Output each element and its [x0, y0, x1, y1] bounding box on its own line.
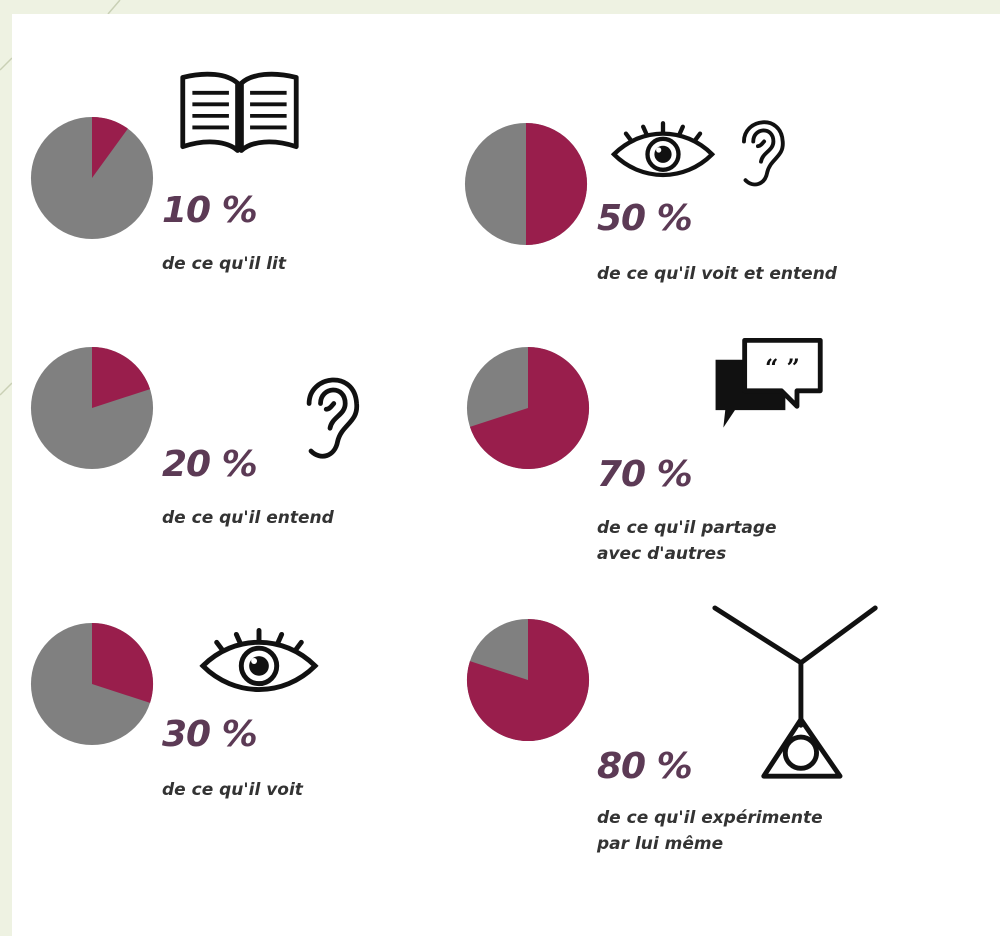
caption-line: de ce qu'il expérimente	[597, 808, 823, 828]
caption-line: par lui même	[597, 833, 724, 854]
caption: de ce qu'il voit et entend	[597, 262, 837, 288]
pie-slice-remembered	[469, 346, 590, 470]
pie-slice-rest	[30, 116, 154, 240]
ear-icon	[306, 377, 359, 459]
pie-chart	[30, 622, 154, 746]
percent-label: 70 %	[597, 454, 693, 495]
eye-icon	[199, 628, 319, 693]
pie-chart	[466, 346, 590, 470]
pie-slice-remembered	[466, 618, 590, 742]
speech-bubble-icon: “ ”	[715, 337, 823, 428]
caption-line: de ce qu'il lit	[162, 254, 286, 274]
book-icon	[180, 71, 299, 153]
percent-label: 20 %	[162, 444, 258, 485]
infographic-panel: 10 % de ce qu'il lit 20 % de ce qu'il en…	[12, 14, 1000, 936]
caption-line: de ce qu'il voit	[162, 780, 303, 800]
pie-chart	[464, 122, 588, 246]
caption: de ce qu'il partage avec d'autres	[597, 516, 777, 567]
caption-line: de ce qu'il voit et entend	[597, 264, 837, 284]
pie-slice-remembered	[92, 116, 128, 178]
pie-slice-remembered	[526, 122, 588, 246]
caption-line: de ce qu'il partage	[597, 518, 777, 538]
percent-label: 10 %	[162, 190, 258, 231]
pie-slice-remembered	[92, 622, 154, 703]
pie-slice-remembered	[92, 346, 151, 408]
caption-line: de ce qu'il entend	[162, 508, 334, 528]
svg-text:“ ”: “ ”	[765, 354, 800, 381]
percent-label: 80 %	[597, 746, 693, 787]
pie-chart	[30, 346, 154, 470]
caption: de ce qu'il entend	[162, 506, 334, 532]
experiment-icon	[712, 605, 878, 779]
percent-label: 30 %	[162, 714, 258, 755]
caption-line: avec d'autres	[597, 543, 727, 564]
caption: de ce qu'il voit	[162, 778, 303, 804]
eye-icon	[610, 121, 716, 178]
caption: de ce qu'il expérimente par lui même	[597, 806, 823, 857]
pie-chart	[466, 618, 590, 742]
pie-chart	[30, 116, 154, 240]
ear-icon	[742, 120, 785, 187]
percent-label: 50 %	[597, 198, 693, 239]
caption: de ce qu'il lit	[162, 252, 286, 278]
